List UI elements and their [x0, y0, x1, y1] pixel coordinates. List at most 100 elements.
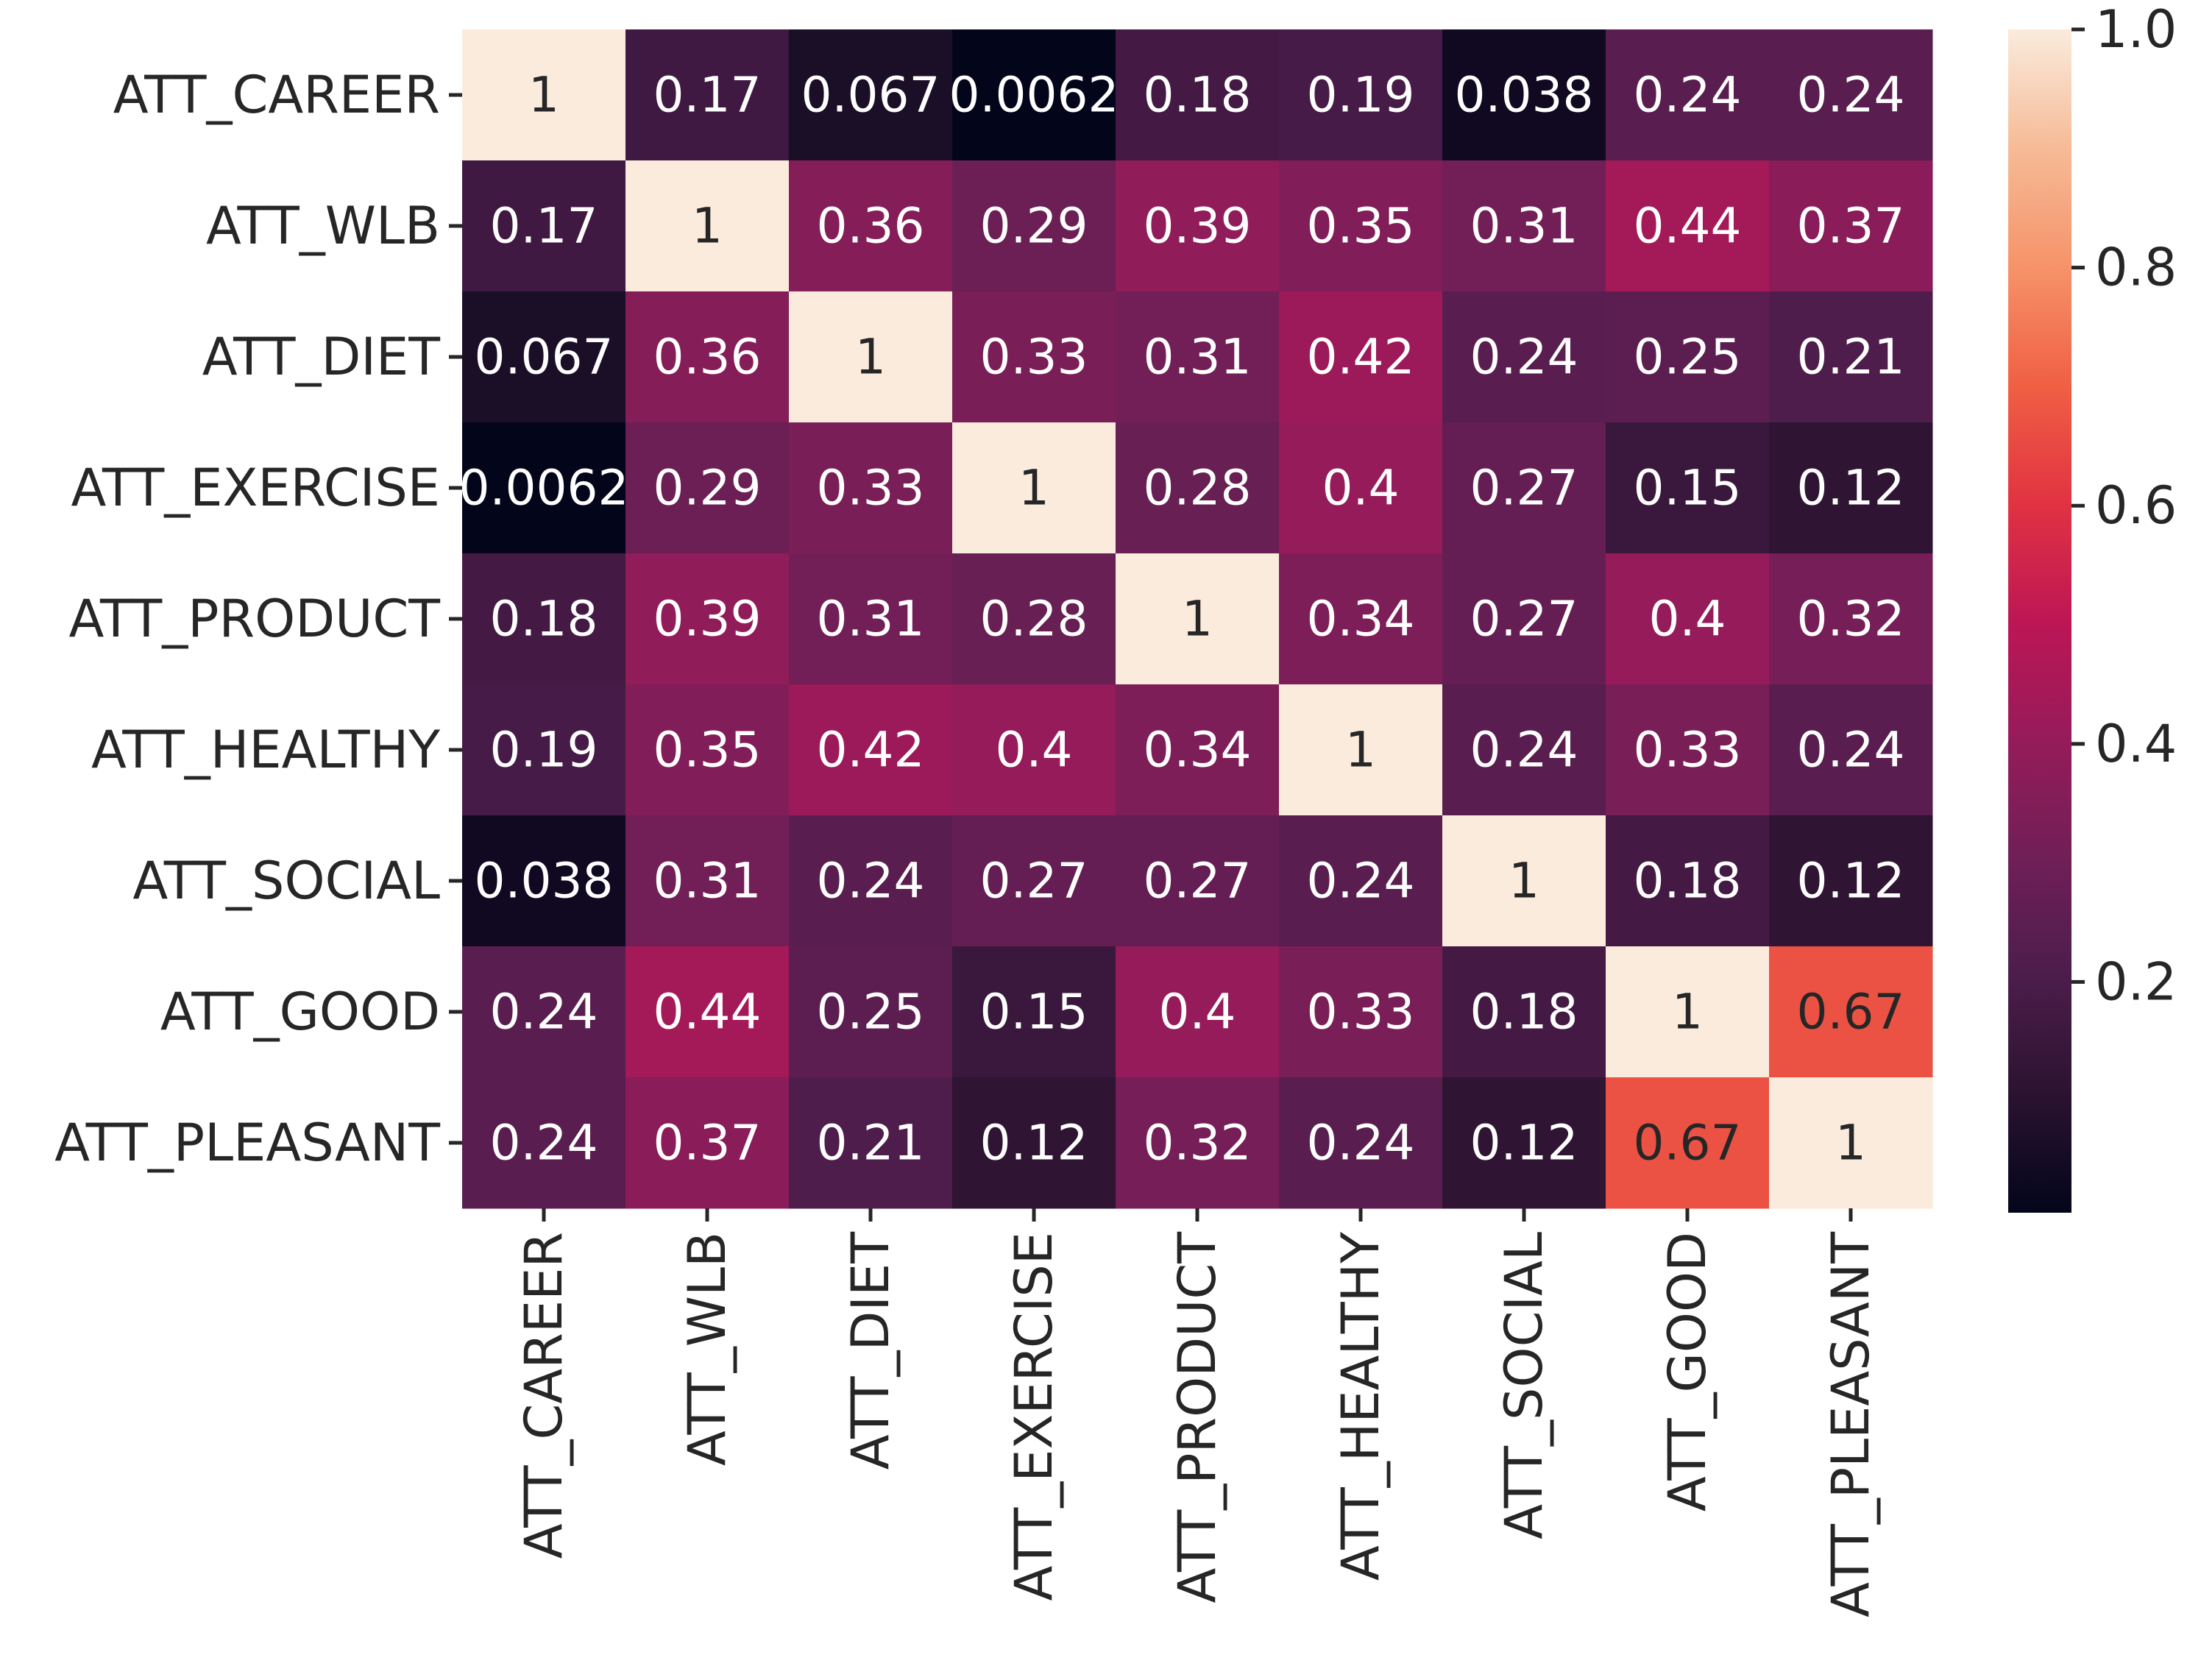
- heatmap-cell-r8-c3: [952, 1077, 1116, 1209]
- cell-value-r8-c3: 0.12: [980, 1115, 1088, 1172]
- cell-value-r2-c3: 0.33: [980, 329, 1088, 386]
- cell-value-r2-c2: 1: [855, 329, 886, 386]
- heatmap-cell-r0-c6: [1442, 29, 1606, 161]
- heatmap-cell-r0-c5: [1279, 29, 1443, 161]
- cell-value-r7-c4: 0.4: [1159, 984, 1236, 1041]
- cell-value-r0-c7: 0.24: [1634, 67, 1742, 124]
- x-tick-label: ATT_HEALTHY: [1330, 1232, 1391, 1581]
- heatmap-cell-r5-c7: [1606, 684, 1770, 816]
- heatmap-cell-r1-c5: [1279, 160, 1443, 292]
- heatmap-cell-r5-c5: [1279, 684, 1443, 816]
- heatmap-cell-r5-c2: [789, 684, 953, 816]
- colorbar-tick-label: 1.0: [2095, 0, 2177, 60]
- cell-value-r6-c7: 0.18: [1634, 853, 1742, 910]
- cell-value-r7-c5: 0.33: [1307, 984, 1415, 1041]
- heatmap-cell-r2-c6: [1442, 291, 1606, 423]
- y-tick-label: ATT_DIET: [202, 327, 441, 387]
- heatmap-cell-r7-c5: [1279, 946, 1443, 1078]
- cell-value-r1-c1: 1: [692, 198, 723, 255]
- cell-value-r5-c8: 0.24: [1797, 722, 1905, 779]
- cell-value-r5-c1: 0.35: [653, 722, 762, 779]
- colorbar: 0.2 0.4 0.6 0.8 1.0: [2008, 0, 2177, 1213]
- heatmap-cell-r1-c0: [462, 160, 626, 292]
- heatmap-cell-r4-c1: [625, 553, 790, 685]
- cell-value-r2-c8: 0.21: [1797, 329, 1905, 386]
- heatmap-cell-r7-c6: [1442, 946, 1606, 1078]
- x-tick-label: ATT_CAREER: [514, 1232, 574, 1559]
- cell-value-r4-c2: 0.31: [817, 591, 925, 648]
- cell-value-r1-c2: 0.36: [817, 198, 925, 255]
- heatmap-cell-r5-c0: [462, 684, 626, 816]
- heatmap-cell-r8-c0: [462, 1077, 626, 1209]
- cell-value-r8-c8: 1: [1835, 1115, 1866, 1172]
- heatmap-cell-r6-c7: [1606, 815, 1770, 947]
- heatmap-cell-r4-c5: [1279, 553, 1443, 685]
- heatmap-cell-r4-c3: [952, 553, 1116, 685]
- heatmap-cell-r0-c1: [625, 29, 790, 161]
- cell-value-r2-c5: 0.42: [1307, 329, 1415, 386]
- y-tick-label: ATT_WLB: [206, 196, 440, 256]
- cell-value-r5-c6: 0.24: [1470, 722, 1578, 779]
- heatmap-cell-r5-c6: [1442, 684, 1606, 816]
- x-tick-label: ATT_GOOD: [1657, 1232, 1718, 1511]
- heatmap-cell-r3-c5: [1279, 422, 1443, 554]
- heatmap-cell-r5-c4: [1116, 684, 1280, 816]
- heatmap-cell-r3-c8: [1769, 422, 1933, 554]
- heatmap-cell-r7-c1: [625, 946, 790, 1078]
- heatmap-cell-r3-c3: [952, 422, 1116, 554]
- cell-value-r3-c6: 0.27: [1470, 460, 1578, 517]
- cell-value-r4-c6: 0.27: [1470, 591, 1578, 648]
- cell-value-r0-c5: 0.19: [1307, 67, 1415, 124]
- heatmap-cell-r2-c0: [462, 291, 626, 423]
- heatmap-cell-r6-c3: [952, 815, 1116, 947]
- cell-value-r1-c5: 0.35: [1307, 198, 1415, 255]
- heatmap-cell-r8-c2: [789, 1077, 953, 1209]
- cell-value-r0-c3: 0.0062: [949, 67, 1119, 124]
- y-tick-label: ATT_GOOD: [160, 982, 440, 1042]
- heatmap-cell-r4-c7: [1606, 553, 1770, 685]
- heatmap-cell-r8-c5: [1279, 1077, 1443, 1209]
- cell-value-r2-c4: 0.31: [1144, 329, 1252, 386]
- heatmap-cell-r3-c6: [1442, 422, 1606, 554]
- cell-value-r7-c8: 0.67: [1797, 984, 1905, 1041]
- heatmap-cell-r2-c8: [1769, 291, 1933, 423]
- heatmap-cell-r1-c6: [1442, 160, 1606, 292]
- heatmap-cell-r1-c7: [1606, 160, 1770, 292]
- heatmap-cell-r4-c0: [462, 553, 626, 685]
- heatmap-cell-r2-c5: [1279, 291, 1443, 423]
- heatmap-cell-r5-c1: [625, 684, 790, 816]
- cell-value-r6-c2: 0.24: [817, 853, 925, 910]
- heatmap-cell-r6-c0: [462, 815, 626, 947]
- heatmap-cell-r7-c8: [1769, 946, 1933, 1078]
- cell-value-r3-c5: 0.4: [1322, 460, 1400, 517]
- y-tick-label: ATT_PRODUCT: [69, 589, 441, 649]
- heatmap-cell-r3-c1: [625, 422, 790, 554]
- cell-value-r0-c8: 0.24: [1797, 67, 1905, 124]
- cell-value-r4-c4: 1: [1182, 591, 1213, 648]
- cell-value-r6-c1: 0.31: [653, 853, 762, 910]
- heatmap-cell-r0-c0: [462, 29, 626, 161]
- cell-value-r1-c3: 0.29: [980, 198, 1088, 255]
- cell-value-r6-c3: 0.27: [980, 853, 1088, 910]
- cell-value-r3-c0: 0.0062: [459, 460, 629, 517]
- heatmap-cell-r0-c4: [1116, 29, 1280, 161]
- cell-value-r0-c2: 0.067: [801, 67, 940, 124]
- cell-value-r2-c1: 0.36: [653, 329, 762, 386]
- cell-value-r8-c4: 0.32: [1144, 1115, 1252, 1172]
- y-tick-label: ATT_EXERCISE: [71, 458, 440, 518]
- cell-value-r6-c4: 0.27: [1144, 853, 1252, 910]
- cell-value-r1-c4: 0.39: [1144, 198, 1252, 255]
- cell-value-r2-c7: 0.25: [1634, 329, 1742, 386]
- colorbar-tick-label: 0.8: [2095, 238, 2177, 298]
- cell-value-r4-c5: 0.34: [1307, 591, 1415, 648]
- heatmap-cell-r7-c2: [789, 946, 953, 1078]
- cell-value-r1-c8: 0.37: [1797, 198, 1905, 255]
- cell-value-r4-c0: 0.18: [490, 591, 598, 648]
- cell-annotations: 1 0.17 0.067 0.0062 0.18 0.19 0.038 0.24 0.240.1…: [459, 67, 1905, 1172]
- x-tick-label: ATT_WLB: [677, 1232, 737, 1466]
- cell-value-r3-c2: 0.33: [817, 460, 925, 517]
- cell-value-r8-c1: 0.37: [653, 1115, 762, 1172]
- x-tick-label: ATT_EXERCISE: [1004, 1232, 1064, 1601]
- heatmap-cell-r2-c2: [789, 291, 953, 423]
- cell-value-r5-c5: 1: [1345, 722, 1376, 779]
